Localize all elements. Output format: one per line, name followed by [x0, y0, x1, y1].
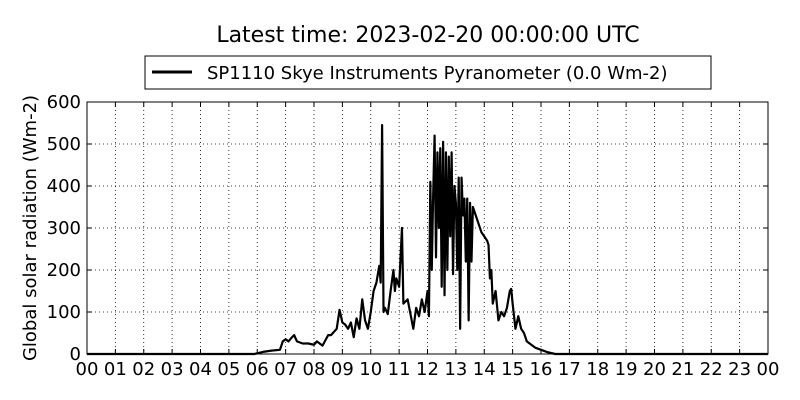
- y-tick-label: 0: [70, 344, 81, 365]
- x-tick-label: 06: [246, 359, 269, 380]
- x-tick-label: 16: [530, 359, 553, 380]
- x-tick-label: 23: [728, 359, 751, 380]
- x-tick-label: 20: [643, 359, 666, 380]
- x-tick-label: 00: [76, 359, 99, 380]
- x-tick-label: 01: [104, 359, 127, 380]
- x-tick-label: 17: [558, 359, 581, 380]
- x-tick-label: 05: [217, 359, 240, 380]
- x-tick-label: 09: [331, 359, 354, 380]
- chart-title: Latest time: 2023-02-20 00:00:00 UTC: [216, 23, 639, 48]
- x-tick-label: 03: [161, 359, 184, 380]
- legend-label: SP1110 Skye Instruments Pyranometer (0.0…: [207, 63, 668, 84]
- plot-frame: [86, 101, 769, 355]
- x-tick-label: 18: [586, 359, 609, 380]
- y-tick-label: 400: [47, 176, 81, 197]
- data-line: [87, 124, 768, 356]
- x-tick-label: 02: [132, 359, 155, 380]
- x-tick-label: 14: [473, 359, 496, 380]
- x-tick-label: 22: [700, 359, 723, 380]
- x-tick-label: 10: [359, 359, 382, 380]
- x-tick-label: 13: [444, 359, 467, 380]
- y-tick-label: 100: [47, 302, 81, 323]
- x-tick-label: 08: [303, 359, 326, 380]
- x-tick-label: 21: [671, 359, 694, 380]
- x-tick-label: 00: [757, 359, 780, 380]
- y-tick-label: 300: [47, 218, 81, 239]
- y-axis-label: Global solar radiation (Wm-2): [20, 95, 41, 361]
- x-tick-label: 04: [189, 359, 212, 380]
- x-tick-label: 12: [416, 359, 439, 380]
- x-tick-label: 11: [388, 359, 411, 380]
- x-tick-label: 07: [274, 359, 297, 380]
- x-tick-label: 19: [615, 359, 638, 380]
- y-tick-label: 600: [47, 92, 81, 113]
- y-tick-label: 200: [47, 260, 81, 281]
- x-tick-label: 15: [501, 359, 524, 380]
- legend-box: [144, 55, 712, 90]
- y-tick-label: 500: [47, 134, 81, 155]
